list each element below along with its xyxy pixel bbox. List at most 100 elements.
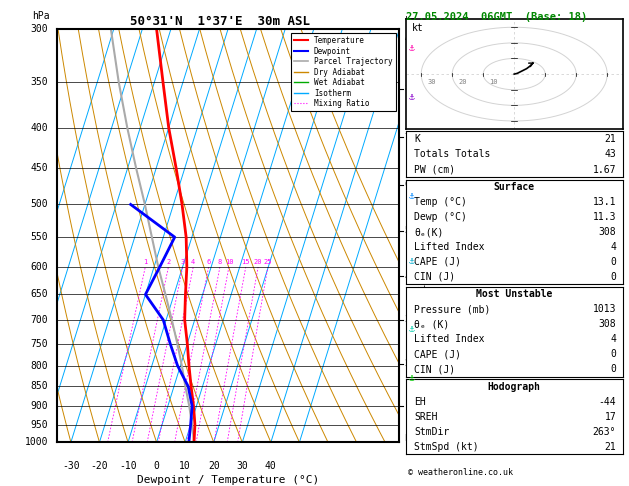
Text: © weatheronline.co.uk: © weatheronline.co.uk bbox=[408, 468, 513, 477]
Text: 300: 300 bbox=[30, 24, 48, 34]
Text: 15: 15 bbox=[242, 259, 250, 265]
Text: 20: 20 bbox=[208, 461, 220, 471]
Text: hPa: hPa bbox=[33, 11, 50, 21]
Text: 25: 25 bbox=[264, 259, 272, 265]
Text: 308: 308 bbox=[599, 227, 616, 237]
Text: 0: 0 bbox=[610, 257, 616, 267]
Text: 800: 800 bbox=[30, 361, 48, 371]
Text: 30: 30 bbox=[428, 79, 436, 85]
Text: 850: 850 bbox=[30, 382, 48, 392]
Text: SREH: SREH bbox=[415, 412, 438, 422]
Text: 6: 6 bbox=[404, 180, 410, 189]
Text: Surface: Surface bbox=[494, 182, 535, 192]
Text: 4: 4 bbox=[404, 272, 410, 280]
Text: 4: 4 bbox=[610, 334, 616, 344]
Text: ⚓: ⚓ bbox=[409, 324, 415, 334]
Text: StmSpd (kt): StmSpd (kt) bbox=[415, 442, 479, 452]
Text: CAPE (J): CAPE (J) bbox=[415, 257, 462, 267]
Text: 20: 20 bbox=[459, 79, 467, 85]
Text: Mixing Ratio (g/kg): Mixing Ratio (g/kg) bbox=[419, 209, 428, 304]
Text: -30: -30 bbox=[62, 461, 80, 471]
Text: 1: 1 bbox=[404, 401, 410, 410]
Text: Lifted Index: Lifted Index bbox=[415, 242, 485, 252]
Text: 0: 0 bbox=[610, 364, 616, 374]
Text: -44: -44 bbox=[599, 397, 616, 407]
Text: 8: 8 bbox=[404, 85, 410, 93]
Text: ⚓: ⚓ bbox=[409, 256, 415, 265]
Text: 43: 43 bbox=[604, 149, 616, 159]
Text: EH: EH bbox=[415, 397, 426, 407]
Text: K: K bbox=[415, 134, 420, 144]
Text: Hodograph: Hodograph bbox=[487, 382, 541, 392]
Text: 4: 4 bbox=[610, 242, 616, 252]
Legend: Temperature, Dewpoint, Parcel Trajectory, Dry Adiabat, Wet Adiabat, Isotherm, Mi: Temperature, Dewpoint, Parcel Trajectory… bbox=[291, 33, 396, 111]
Text: Most Unstable: Most Unstable bbox=[476, 289, 552, 299]
Text: 6: 6 bbox=[206, 259, 211, 265]
Text: 50°31'N  1°37'E  30m ASL: 50°31'N 1°37'E 30m ASL bbox=[130, 15, 310, 28]
Text: 27.05.2024  06GMT  (Base: 18): 27.05.2024 06GMT (Base: 18) bbox=[406, 12, 587, 22]
Text: 4: 4 bbox=[191, 259, 196, 265]
Text: 13.1: 13.1 bbox=[593, 197, 616, 207]
Text: 10: 10 bbox=[489, 79, 498, 85]
Text: 650: 650 bbox=[30, 290, 48, 299]
Text: 0: 0 bbox=[610, 349, 616, 359]
Text: 1.67: 1.67 bbox=[593, 165, 616, 174]
Text: CIN (J): CIN (J) bbox=[415, 364, 455, 374]
Text: -20: -20 bbox=[91, 461, 108, 471]
Text: 2: 2 bbox=[166, 259, 170, 265]
Text: Lifted Index: Lifted Index bbox=[415, 334, 485, 344]
Text: ⚓: ⚓ bbox=[409, 92, 415, 103]
Text: Totals Totals: Totals Totals bbox=[415, 149, 491, 159]
Text: 11.3: 11.3 bbox=[593, 212, 616, 222]
Text: km: km bbox=[404, 16, 415, 25]
Text: ⚓: ⚓ bbox=[409, 43, 415, 53]
Text: 3: 3 bbox=[181, 259, 185, 265]
Text: 40: 40 bbox=[265, 461, 277, 471]
Text: 20: 20 bbox=[254, 259, 262, 265]
Text: 21: 21 bbox=[604, 134, 616, 144]
Text: Pressure (mb): Pressure (mb) bbox=[415, 304, 491, 314]
Text: 3: 3 bbox=[404, 315, 410, 324]
Text: 700: 700 bbox=[30, 315, 48, 325]
Text: 5: 5 bbox=[404, 226, 410, 235]
Text: 1000: 1000 bbox=[25, 437, 48, 447]
Text: Temp (°C): Temp (°C) bbox=[415, 197, 467, 207]
Text: 17: 17 bbox=[604, 412, 616, 422]
Text: CIN (J): CIN (J) bbox=[415, 272, 455, 282]
Text: Dewp (°C): Dewp (°C) bbox=[415, 212, 467, 222]
Text: 21: 21 bbox=[604, 442, 616, 452]
Text: 500: 500 bbox=[30, 199, 48, 209]
Text: StmDir: StmDir bbox=[415, 427, 450, 437]
Text: 0: 0 bbox=[153, 461, 160, 471]
Text: 8: 8 bbox=[218, 259, 222, 265]
Text: Dewpoint / Temperature (°C): Dewpoint / Temperature (°C) bbox=[137, 475, 319, 486]
Text: 10: 10 bbox=[225, 259, 233, 265]
Text: 750: 750 bbox=[30, 339, 48, 348]
Text: PW (cm): PW (cm) bbox=[415, 165, 455, 174]
Text: 0: 0 bbox=[610, 272, 616, 282]
Text: -10: -10 bbox=[120, 461, 137, 471]
Text: 10: 10 bbox=[179, 461, 191, 471]
Text: 400: 400 bbox=[30, 123, 48, 133]
Text: ⚓: ⚓ bbox=[409, 191, 415, 202]
Text: CAPE (J): CAPE (J) bbox=[415, 349, 462, 359]
Text: 1: 1 bbox=[143, 259, 147, 265]
Text: θₑ (K): θₑ (K) bbox=[415, 319, 450, 329]
Text: 350: 350 bbox=[30, 77, 48, 87]
Text: 30: 30 bbox=[237, 461, 248, 471]
Text: 1013: 1013 bbox=[593, 304, 616, 314]
Text: 550: 550 bbox=[30, 232, 48, 242]
Text: kt: kt bbox=[412, 23, 424, 33]
Text: 7: 7 bbox=[404, 133, 410, 142]
Text: 308: 308 bbox=[599, 319, 616, 329]
Text: LCL: LCL bbox=[404, 434, 420, 443]
Text: 950: 950 bbox=[30, 419, 48, 430]
Text: 2: 2 bbox=[404, 359, 410, 368]
Text: 450: 450 bbox=[30, 163, 48, 174]
Text: 900: 900 bbox=[30, 401, 48, 411]
Text: ASL: ASL bbox=[404, 33, 420, 42]
Text: 600: 600 bbox=[30, 262, 48, 272]
Text: θₑ(K): θₑ(K) bbox=[415, 227, 444, 237]
Text: ⚓: ⚓ bbox=[409, 373, 415, 383]
Text: 263°: 263° bbox=[593, 427, 616, 437]
